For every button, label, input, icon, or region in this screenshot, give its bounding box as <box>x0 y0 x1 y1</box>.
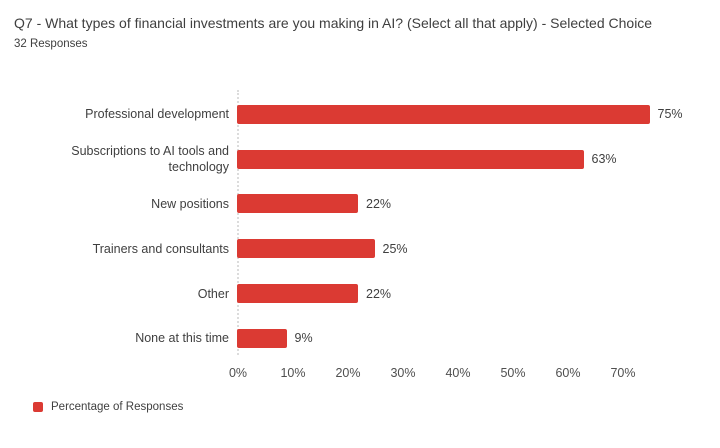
x-axis-tick: 20% <box>335 365 361 380</box>
response-count: 32 Responses <box>14 38 88 50</box>
category-label: Trainers and consultants <box>92 241 229 256</box>
bar <box>237 194 358 214</box>
legend-label: Percentage of Responses <box>51 401 184 413</box>
bar-track: 75% <box>237 104 683 124</box>
chart-title: Q7 - What types of financial investments… <box>14 15 653 31</box>
x-axis-tick: 10% <box>280 365 306 380</box>
bar-row: Subscriptions to AI tools and technology… <box>0 137 720 182</box>
bar-track: 9% <box>237 328 677 348</box>
x-axis-tick: 30% <box>390 365 416 380</box>
bar-row: New positions 22% <box>0 182 720 227</box>
category-label: Professional development <box>85 107 229 122</box>
value-label: 25% <box>382 241 408 256</box>
x-axis-tick: 60% <box>555 365 581 380</box>
bar <box>237 239 375 259</box>
value-label: 22% <box>366 286 392 301</box>
value-label: 63% <box>591 152 617 167</box>
value-label: 9% <box>294 331 313 346</box>
bar-track: 63% <box>237 149 677 169</box>
legend-color-swatch-icon <box>33 402 43 412</box>
bar <box>237 149 584 169</box>
bar <box>237 104 650 124</box>
bar-track: 22% <box>237 194 677 214</box>
category-label: None at this time <box>135 331 229 346</box>
value-label: 22% <box>366 196 392 211</box>
category-label: Subscriptions to AI tools and technology <box>71 144 229 175</box>
zero-axis-line <box>237 90 239 355</box>
chart-header: Q7 - What types of financial investments… <box>14 13 712 52</box>
bar-row: None at this time 9% <box>0 316 720 361</box>
bar-row: Trainers and consultants 25% <box>0 226 720 271</box>
x-axis-tick: 70% <box>610 365 636 380</box>
value-label: 75% <box>657 107 683 122</box>
bar-track: 25% <box>237 239 677 259</box>
x-axis: 0% 10% 20% 30% 40% 50% 60% 70% <box>229 363 720 385</box>
x-axis-tick: 50% <box>500 365 526 380</box>
x-axis-tick: 0% <box>228 365 248 380</box>
category-label: New positions <box>151 196 229 211</box>
bar <box>237 328 287 348</box>
bar-row: Professional development 75% <box>0 92 720 137</box>
bar <box>237 284 358 304</box>
legend: Percentage of Responses <box>33 401 183 413</box>
x-axis-tick: 40% <box>445 365 471 380</box>
bar-track: 22% <box>237 284 677 304</box>
category-label: Other <box>197 286 229 301</box>
bar-row: Other 22% <box>0 271 720 316</box>
bar-chart: Professional development 75% Subscriptio… <box>0 90 720 385</box>
